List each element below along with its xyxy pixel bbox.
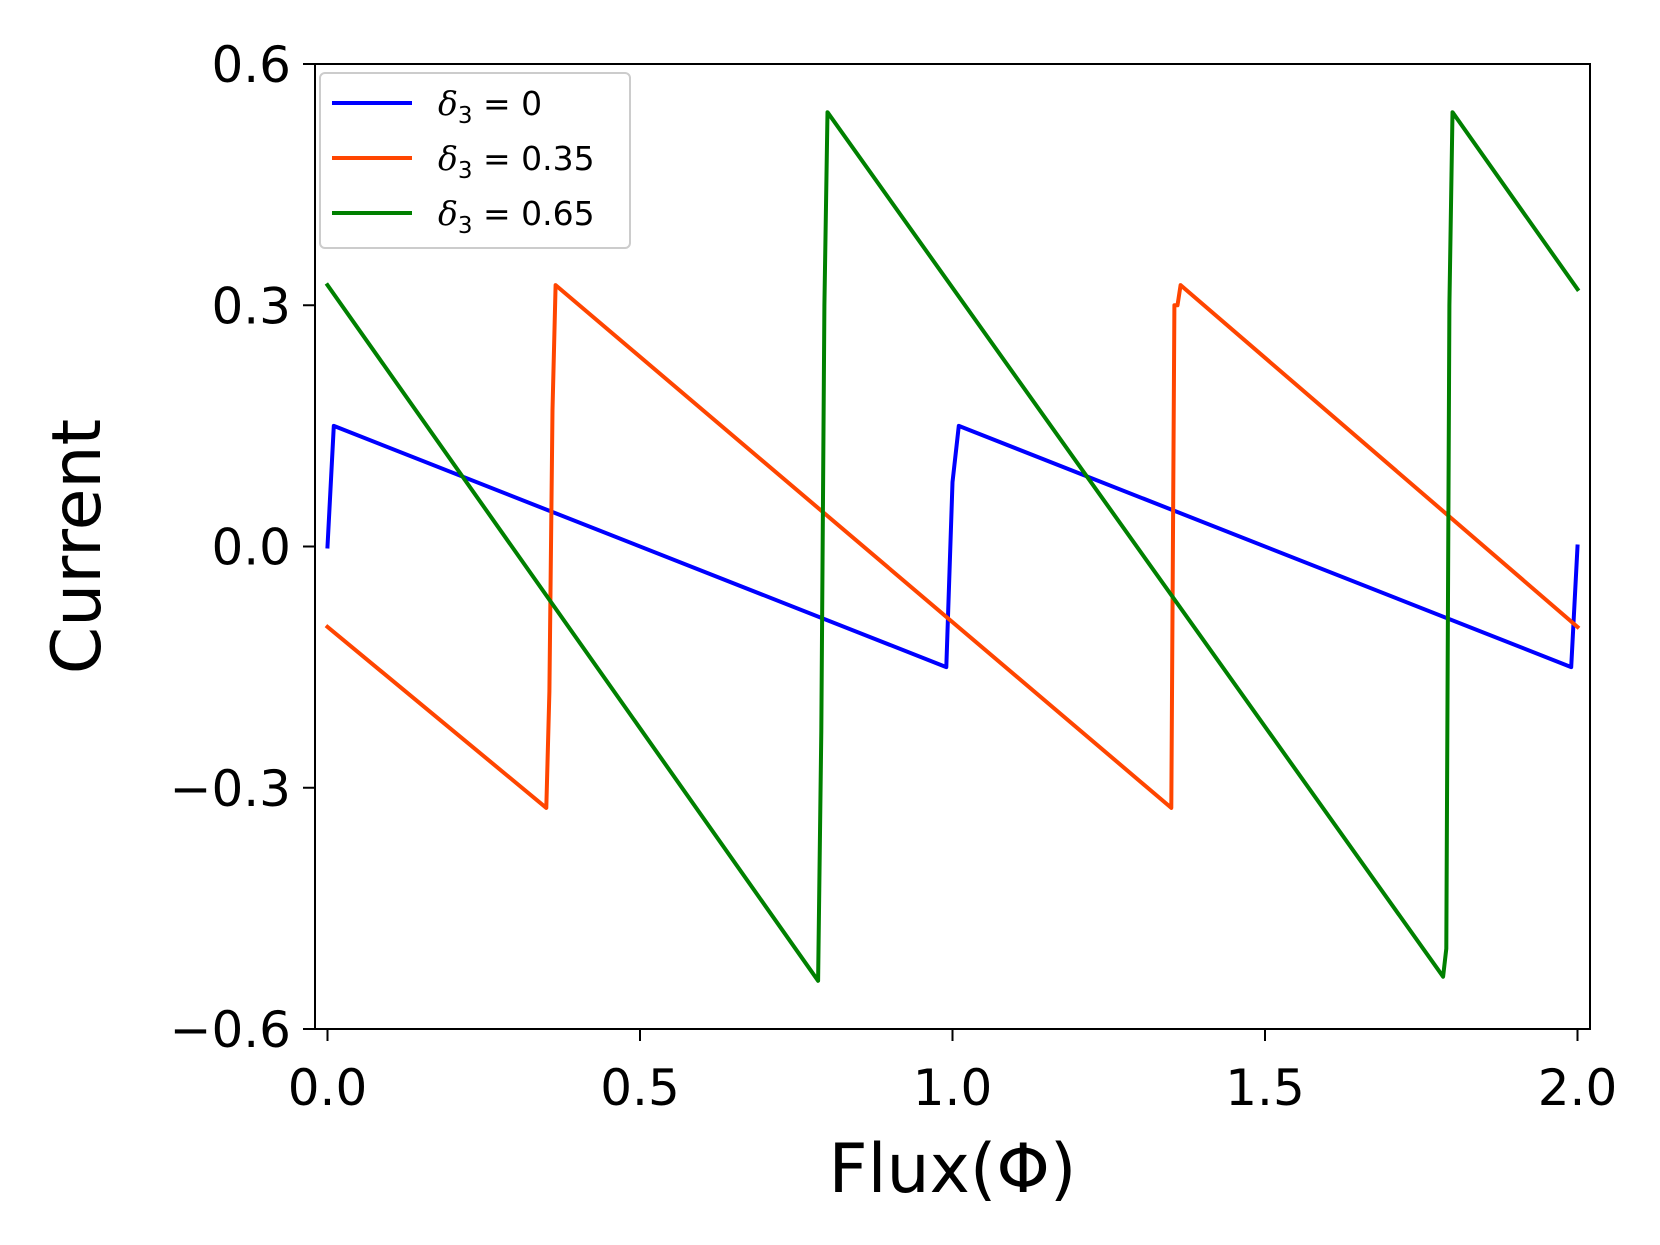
legend-box — [319, 72, 631, 249]
y-axis-label: Current — [38, 419, 117, 674]
y-tick-label: −0.6 — [170, 1001, 291, 1059]
legend-label: δ3 = 0.65 — [438, 194, 595, 239]
legend-label: δ3 = 0 — [438, 84, 542, 129]
x-tick-label: 2.0 — [1538, 1059, 1618, 1117]
y-tick-label: 0.0 — [211, 519, 291, 577]
series-line-2 — [324, 110, 1581, 983]
y-tick-label: 0.3 — [211, 277, 291, 335]
series-line-1 — [324, 283, 1581, 810]
x-tick-label: 1.5 — [1225, 1059, 1305, 1117]
x-tick-label: 0.5 — [600, 1059, 680, 1117]
y-tick-label: 0.6 — [211, 36, 291, 94]
legend: δ3 = 0 δ3 = 0.35 δ3 = 0.65 — [319, 72, 631, 249]
x-axis-label: Flux(Φ) — [829, 1130, 1077, 1209]
legend-label: δ3 = 0.35 — [438, 139, 595, 184]
x-tick-label: 0.0 — [288, 1059, 368, 1117]
y-tick-label: −0.3 — [170, 760, 291, 818]
plot-lines — [324, 110, 1581, 983]
x-axis: 0.0 0.5 1.0 1.5 2.0 — [288, 1029, 1618, 1117]
y-axis: −0.6 −0.3 0.0 0.3 0.6 — [170, 36, 315, 1059]
x-tick-label: 1.0 — [913, 1059, 993, 1117]
series-line-0 — [325, 423, 1580, 670]
